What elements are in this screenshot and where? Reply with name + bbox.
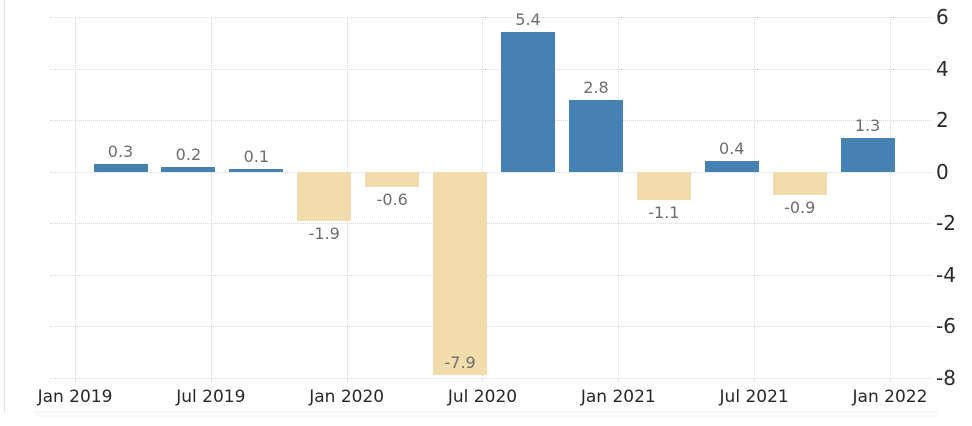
vertical-gridline xyxy=(754,17,756,382)
chart-bar[interactable] xyxy=(568,99,623,172)
bar-value-label: -1.1 xyxy=(648,203,680,223)
horizontal-gridline xyxy=(50,378,932,379)
y-axis-tick-label: 4 xyxy=(936,56,949,81)
chart-bar[interactable] xyxy=(704,161,759,172)
y-axis-tick-label: -2 xyxy=(936,211,956,236)
x-axis-tick-label: Jan 2021 xyxy=(580,387,656,407)
bar-value-label: -0.9 xyxy=(784,197,816,217)
chart-bar[interactable] xyxy=(772,171,827,195)
y-axis-tick-label: -6 xyxy=(936,314,956,339)
x-axis-tick-label: Jul 2019 xyxy=(176,387,246,407)
left-border-line xyxy=(4,0,5,413)
x-axis-tick-label: Jan 2020 xyxy=(309,387,385,407)
vertical-gridline xyxy=(75,17,76,382)
chart-bar[interactable] xyxy=(636,171,691,201)
chart-bar[interactable] xyxy=(229,169,284,172)
vertical-gridline xyxy=(210,17,212,382)
x-axis-tick-label: Jan 2019 xyxy=(37,387,113,407)
y-axis-tick-label: 2 xyxy=(936,108,949,133)
x-axis-tick-label: Jul 2021 xyxy=(719,387,789,407)
y-axis-tick-label: -8 xyxy=(936,366,956,390)
horizontal-gridline xyxy=(50,274,932,276)
bar-value-label: 1.3 xyxy=(854,116,881,136)
bar-value-label: 0.1 xyxy=(243,147,270,167)
y-axis-tick-label: 6 xyxy=(936,5,949,29)
bar-value-label: 2.8 xyxy=(583,77,609,97)
y-axis-tick-label: 0 xyxy=(936,159,949,184)
horizontal-gridline xyxy=(50,120,932,122)
chart-bar[interactable] xyxy=(93,163,148,172)
chart-bar[interactable] xyxy=(161,166,216,172)
bar-value-label: -0.6 xyxy=(376,190,408,210)
bar-value-label: -7.9 xyxy=(444,353,476,373)
x-axis-tick-label: Jan 2022 xyxy=(852,387,928,407)
chart-bar[interactable] xyxy=(297,171,352,221)
bottom-scroll-track[interactable] xyxy=(35,411,937,417)
vertical-gridline xyxy=(618,17,620,382)
chart-bar[interactable] xyxy=(501,32,556,172)
chart-bar[interactable] xyxy=(433,171,488,376)
bar-value-label: -1.9 xyxy=(308,223,340,243)
y-axis-tick-label: -4 xyxy=(936,262,956,287)
chart-bar[interactable] xyxy=(840,138,895,172)
horizontal-gridline xyxy=(50,171,932,173)
bar-value-label: 5.4 xyxy=(515,10,541,30)
bar-value-label: 0.3 xyxy=(107,141,134,161)
chart-bar[interactable] xyxy=(365,171,420,188)
horizontal-gridline xyxy=(50,326,932,328)
x-axis-tick-label: Jul 2020 xyxy=(447,387,518,407)
vertical-gridline xyxy=(889,17,891,382)
horizontal-gridline xyxy=(50,68,932,70)
bar-value-label: 0.2 xyxy=(175,144,202,164)
bar-value-label: 0.4 xyxy=(719,139,745,159)
horizontal-gridline xyxy=(50,223,932,225)
horizontal-gridline xyxy=(50,17,932,18)
